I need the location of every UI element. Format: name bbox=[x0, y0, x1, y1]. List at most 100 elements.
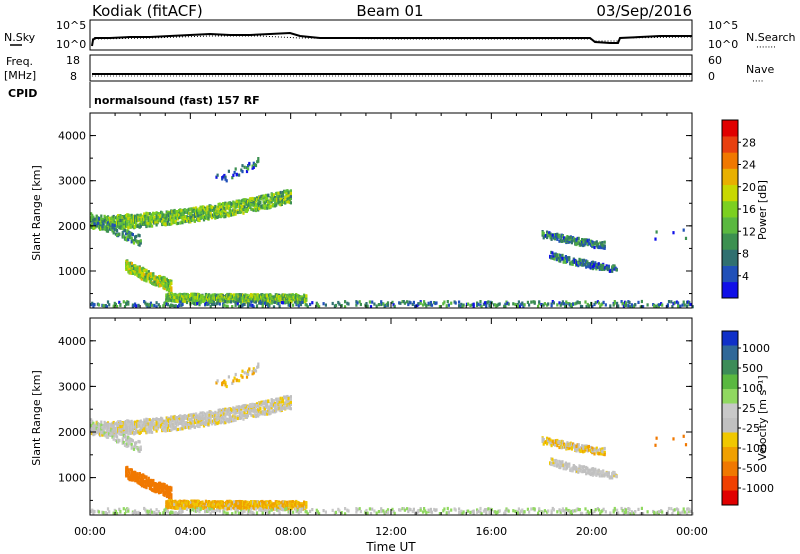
power-point bbox=[138, 225, 141, 229]
power-point bbox=[210, 302, 213, 306]
velocity-point bbox=[116, 435, 119, 439]
velocity-point bbox=[92, 426, 95, 430]
power-point bbox=[201, 214, 204, 218]
power-point bbox=[117, 219, 120, 223]
power-point bbox=[176, 221, 180, 225]
power-point bbox=[182, 295, 185, 299]
power-point bbox=[594, 241, 597, 245]
power-point bbox=[112, 304, 115, 308]
velocity-point bbox=[211, 503, 214, 507]
power-point bbox=[166, 303, 169, 307]
power-point bbox=[214, 208, 217, 212]
velocity-point bbox=[199, 420, 202, 424]
power-point bbox=[221, 177, 224, 181]
power-point bbox=[322, 302, 325, 306]
power-point bbox=[195, 293, 198, 297]
power-point bbox=[149, 222, 152, 226]
velocity-point bbox=[243, 506, 246, 510]
power-point bbox=[233, 294, 236, 298]
velocity-point bbox=[276, 397, 279, 401]
velocity-point bbox=[129, 468, 132, 472]
power-point bbox=[200, 297, 203, 301]
velocity-point bbox=[170, 415, 173, 419]
power-point bbox=[100, 221, 103, 225]
velocity-point bbox=[276, 402, 279, 406]
power-point bbox=[232, 200, 235, 204]
freq-label-bottom: [MHz] bbox=[4, 69, 36, 82]
power-point bbox=[217, 208, 220, 212]
power-point bbox=[139, 224, 142, 228]
velocity-point bbox=[285, 398, 288, 402]
power-point bbox=[285, 192, 288, 196]
velocity-point bbox=[119, 429, 122, 433]
power-point bbox=[612, 265, 615, 269]
power-point bbox=[543, 302, 546, 306]
power-point bbox=[612, 303, 615, 307]
power-point bbox=[582, 243, 585, 247]
power-point bbox=[655, 230, 658, 234]
power-point bbox=[551, 251, 554, 255]
power-point bbox=[183, 208, 186, 212]
power-point bbox=[562, 239, 566, 243]
velocity-point bbox=[116, 431, 119, 435]
velocity-point bbox=[195, 499, 198, 503]
power-point bbox=[169, 285, 172, 289]
velocity-point bbox=[192, 499, 195, 503]
velocity-point bbox=[173, 502, 176, 506]
velocity-point bbox=[268, 411, 271, 415]
velocity-point bbox=[130, 425, 133, 429]
velocity-point bbox=[172, 423, 175, 427]
power-point bbox=[215, 175, 218, 179]
power-point bbox=[476, 301, 479, 305]
velocity-point bbox=[248, 411, 251, 415]
power-point bbox=[95, 224, 98, 228]
power-point bbox=[279, 190, 282, 195]
power-point bbox=[315, 301, 318, 305]
power-point bbox=[199, 205, 202, 209]
power-point bbox=[114, 222, 117, 226]
power-point bbox=[253, 206, 256, 210]
power-point bbox=[109, 217, 112, 221]
velocity-point bbox=[209, 417, 212, 421]
velocity-point bbox=[253, 412, 256, 416]
power-point bbox=[130, 216, 133, 220]
velocity-point bbox=[259, 406, 262, 411]
velocity-point bbox=[232, 417, 235, 422]
power-point bbox=[407, 302, 410, 307]
power-point bbox=[278, 304, 281, 308]
power-point bbox=[355, 303, 358, 307]
power-point bbox=[188, 216, 191, 220]
power-point bbox=[271, 198, 274, 202]
velocity-point bbox=[182, 504, 185, 508]
power-point bbox=[550, 304, 553, 308]
power-point bbox=[156, 276, 159, 280]
velocity-point bbox=[106, 435, 110, 439]
power-point bbox=[559, 238, 562, 243]
power-point bbox=[207, 295, 210, 299]
power-point bbox=[214, 216, 217, 220]
power-colorbar-swatch bbox=[722, 233, 738, 250]
velocity-point bbox=[95, 426, 98, 430]
velocity-point bbox=[100, 423, 103, 427]
velocity-point bbox=[192, 502, 195, 507]
velocity-point bbox=[223, 420, 226, 424]
power-point bbox=[236, 209, 239, 213]
power-point bbox=[113, 226, 116, 230]
velocity-point bbox=[289, 395, 292, 399]
velocity-point bbox=[104, 426, 107, 430]
velocity-point bbox=[119, 432, 122, 436]
power-point bbox=[289, 201, 292, 205]
power-point bbox=[126, 232, 129, 236]
power-point bbox=[146, 304, 149, 308]
power-point bbox=[646, 303, 649, 307]
power-point bbox=[231, 297, 234, 301]
velocity-point bbox=[170, 488, 173, 492]
power-point bbox=[170, 215, 173, 219]
velocity-point bbox=[137, 481, 140, 485]
power-point bbox=[398, 301, 401, 305]
velocity-point bbox=[134, 443, 137, 447]
power-point bbox=[288, 303, 291, 307]
power-point bbox=[212, 296, 215, 300]
power-point bbox=[90, 217, 93, 222]
power-point bbox=[104, 216, 107, 220]
